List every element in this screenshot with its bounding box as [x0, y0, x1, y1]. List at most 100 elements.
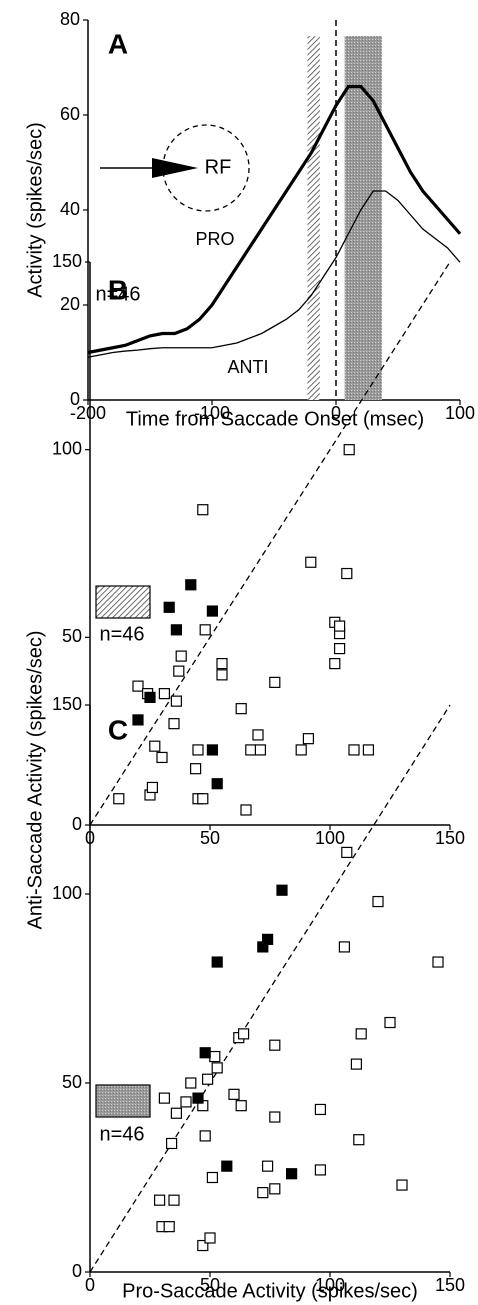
point [235, 703, 247, 715]
point [343, 444, 355, 456]
point [146, 781, 158, 794]
point [269, 676, 281, 688]
point [168, 1194, 180, 1206]
annotation: n=46 [99, 1123, 144, 1145]
panel-letter: C [108, 714, 128, 745]
point [396, 1179, 408, 1191]
point [341, 567, 353, 580]
annotation: RF [205, 156, 232, 178]
point [252, 729, 264, 741]
legend-box [95, 585, 151, 619]
y-axis-label: Anti-Saccade Activity (spikes/sec) [24, 631, 46, 930]
point [168, 718, 180, 730]
y-axis-label: Activity (spikes/sec) [24, 122, 46, 298]
point [156, 751, 168, 764]
point [154, 1194, 166, 1206]
y-tick-label: 80 [60, 9, 80, 29]
y-tick-label: 100 [52, 883, 82, 903]
point [211, 1062, 223, 1074]
point [305, 556, 317, 568]
point [314, 1164, 326, 1176]
point [197, 793, 209, 805]
point [199, 1130, 211, 1142]
point [211, 778, 223, 790]
point [240, 804, 252, 816]
point [173, 665, 185, 677]
series-label: ANTI [227, 357, 268, 377]
point [113, 793, 125, 805]
x-tick-label: 50 [200, 1275, 220, 1295]
analysis-window [307, 36, 320, 400]
x-tick-label: 150 [435, 1275, 465, 1295]
y-tick-label: 20 [60, 294, 80, 314]
point [175, 650, 187, 662]
point [158, 1092, 170, 1104]
point [158, 688, 170, 700]
point [170, 624, 182, 636]
point [295, 744, 307, 756]
point [329, 658, 341, 670]
point [262, 933, 274, 945]
point [202, 1073, 214, 1085]
point [348, 744, 360, 756]
y-tick-label: 150 [52, 694, 82, 714]
point [286, 1168, 298, 1180]
point [372, 895, 384, 908]
x-tick-label: 50 [200, 828, 220, 848]
y-tick-label: 0 [72, 1261, 82, 1281]
point [206, 1171, 218, 1184]
x-tick-label: 0 [331, 403, 341, 423]
point [199, 1047, 211, 1059]
point [190, 763, 202, 775]
point [338, 941, 350, 953]
y-tick-label: 150 [52, 251, 82, 271]
point [197, 504, 209, 516]
point [149, 740, 161, 752]
point [132, 714, 144, 726]
point [269, 1039, 281, 1051]
point [276, 884, 288, 896]
rf-diagram [100, 124, 250, 212]
y-tick-label: 60 [60, 104, 80, 124]
y-tick-label: 100 [52, 438, 82, 458]
point [269, 1183, 281, 1195]
point [185, 1077, 197, 1089]
point [163, 1221, 175, 1233]
point [341, 846, 353, 859]
point [384, 1016, 396, 1029]
point [334, 620, 346, 632]
x-tick-label: 100 [315, 828, 345, 848]
point [209, 1050, 221, 1063]
y-tick-label: 40 [60, 199, 80, 219]
point [192, 744, 204, 756]
x-tick-label: 150 [435, 828, 465, 848]
point [262, 1160, 274, 1172]
point [314, 1103, 326, 1116]
analysis-window [344, 36, 382, 400]
point [211, 956, 223, 968]
point [254, 744, 266, 756]
y-tick-label: 50 [62, 626, 82, 646]
point [166, 1137, 178, 1150]
x-tick-label: 100 [445, 403, 475, 423]
point [235, 1100, 247, 1112]
point [228, 1088, 240, 1100]
point [257, 1187, 269, 1199]
annotation: n=46 [95, 283, 140, 305]
point [192, 1092, 204, 1104]
point [269, 1111, 281, 1123]
y-tick-label: 50 [62, 1072, 82, 1092]
identity-line [89, 261, 451, 826]
point [302, 733, 314, 745]
line-0 [87, 84, 462, 355]
x-tick-label: -100 [194, 403, 230, 423]
point [170, 695, 182, 707]
identity-line [89, 704, 451, 1273]
x-axis-label: Time from Saccade Onset (msec) [126, 408, 424, 430]
point [245, 744, 257, 756]
x-tick-label: 0 [85, 1275, 95, 1295]
point [206, 744, 218, 756]
point [199, 624, 211, 636]
point [221, 1160, 233, 1172]
point [163, 601, 175, 613]
